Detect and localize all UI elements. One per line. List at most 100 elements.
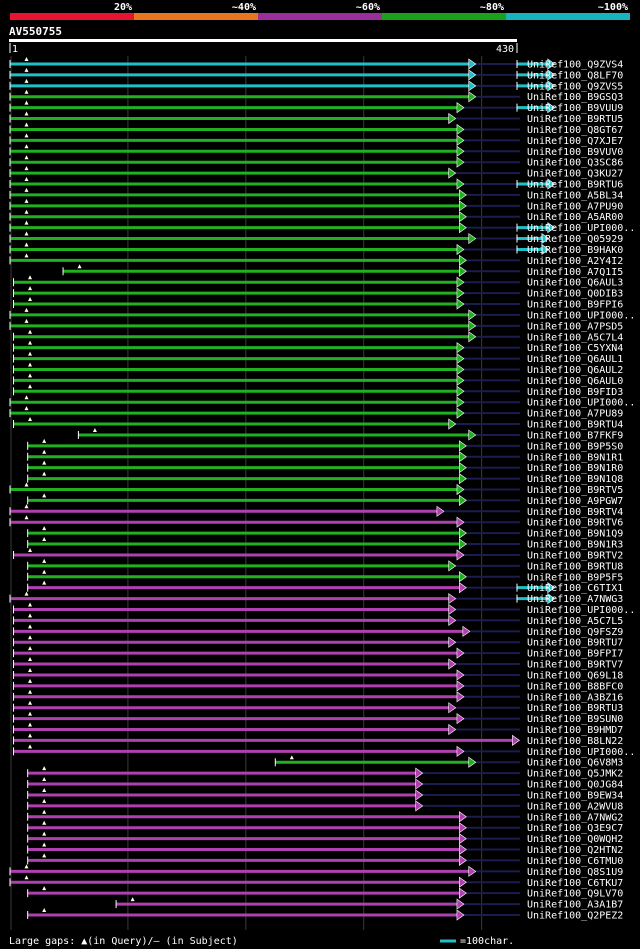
- hit-row[interactable]: UniRef100_A5AR00: [9, 209, 623, 224]
- hit-row[interactable]: UniRef100_Q9LV70: [27, 886, 624, 900]
- hit-row[interactable]: UniRef100_B9RTV6: [9, 515, 623, 529]
- hit-label[interactable]: UniRef100_B9HAK0: [527, 245, 623, 256]
- hit-label[interactable]: UniRef100_A7PU89: [527, 409, 623, 420]
- hit-row[interactable]: UniRef100_B9N1R3: [27, 537, 624, 551]
- hit-row[interactable]: UniRef100_A7NWG3: [9, 591, 623, 606]
- hit-row[interactable]: UniRef100_B9RTU3: [13, 700, 624, 715]
- hit-row[interactable]: UniRef100_UPI000..: [9, 220, 635, 235]
- hit-label[interactable]: UniRef100_B9VUU9: [527, 103, 623, 114]
- hit-row[interactable]: UniRef100_C5YXN4: [13, 340, 624, 355]
- hit-label[interactable]: UniRef100_UPI000..: [527, 605, 635, 616]
- hit-label[interactable]: UniRef100_B9N1R1: [527, 452, 623, 463]
- hit-row[interactable]: UniRef100_Q7XJE7: [9, 133, 623, 147]
- hit-label[interactable]: UniRef100_B9RTV6: [527, 518, 623, 529]
- hit-row[interactable]: UniRef100_Q6AUL0: [13, 373, 624, 387]
- hit-label[interactable]: UniRef100_A9PGW7: [527, 496, 623, 507]
- hit-label[interactable]: UniRef100_Q0WQH2: [527, 834, 623, 845]
- hit-label[interactable]: UniRef100_UPI000..: [527, 398, 635, 409]
- hit-row[interactable]: UniRef100_B9P5F5: [27, 569, 624, 584]
- hit-label[interactable]: UniRef100_B9N1R0: [527, 463, 623, 474]
- hit-label[interactable]: UniRef100_UPI000..: [527, 310, 635, 321]
- hit-row[interactable]: UniRef100_Q9ZVS4: [9, 57, 623, 71]
- hit-row[interactable]: UniRef100_B9RTU6: [9, 177, 623, 191]
- hit-row[interactable]: UniRef100_UPI000..: [9, 307, 635, 322]
- hit-row[interactable]: UniRef100_B9HAK0: [9, 242, 623, 256]
- hit-label[interactable]: UniRef100_B9RTU8: [527, 561, 623, 572]
- hit-label[interactable]: UniRef100_B9FPI6: [527, 300, 623, 311]
- hit-label[interactable]: UniRef100_B9RTV2: [527, 550, 623, 561]
- hit-row[interactable]: UniRef100_B9VUU9: [9, 100, 623, 115]
- hit-label[interactable]: UniRef100_Q5JMK2: [527, 769, 623, 780]
- hit-label[interactable]: UniRef100_Q6AUL1: [527, 354, 623, 365]
- hit-label[interactable]: UniRef100_Q9ZVS5: [527, 81, 623, 92]
- hit-label[interactable]: UniRef100_B9RTU3: [527, 703, 623, 714]
- hit-row[interactable]: UniRef100_B8LN22: [13, 733, 624, 747]
- hit-row[interactable]: UniRef100_B9RTV2: [13, 547, 624, 562]
- hit-row[interactable]: UniRef100_Q0JG84: [27, 777, 624, 791]
- hit-row[interactable]: UniRef100_A5BL34: [9, 187, 623, 202]
- hit-label[interactable]: UniRef100_B9FPI7: [527, 649, 623, 660]
- hit-label[interactable]: UniRef100_B9N1R3: [527, 540, 623, 551]
- hit-label[interactable]: UniRef100_B9RTV7: [527, 660, 623, 671]
- hit-label[interactable]: UniRef100_A5AR00: [527, 212, 623, 223]
- hit-label[interactable]: UniRef100_B7FKF9: [527, 430, 623, 441]
- hit-row[interactable]: UniRef100_C6TKU7: [9, 875, 623, 889]
- hit-row[interactable]: UniRef100_A9PGW7: [27, 493, 624, 507]
- hit-label[interactable]: UniRef100_B9RTV5: [527, 485, 623, 496]
- hit-label[interactable]: UniRef100_C6TIX1: [527, 583, 623, 594]
- hit-label[interactable]: UniRef100_B9RTU4: [527, 420, 623, 431]
- hit-row[interactable]: UniRef100_A7Q1I5: [62, 264, 623, 278]
- hit-row[interactable]: UniRef100_B9HMD7: [13, 722, 624, 737]
- hit-label[interactable]: UniRef100_A5C7L4: [527, 332, 623, 343]
- hit-label[interactable]: UniRef100_B9P5F5: [527, 572, 623, 583]
- hit-row[interactable]: UniRef100_Q6V8M3: [274, 755, 623, 769]
- hit-label[interactable]: UniRef100_B9P5S0: [527, 441, 623, 452]
- hit-label[interactable]: UniRef100_Q3KU27: [527, 169, 623, 180]
- hit-row[interactable]: UniRef100_Q9FSZ9: [13, 624, 624, 638]
- hit-label[interactable]: UniRef100_Q9LV70: [527, 889, 623, 900]
- hit-row[interactable]: UniRef100_B7FKF9: [77, 427, 623, 442]
- hit-row[interactable]: UniRef100_Q3SC86: [9, 155, 623, 169]
- hit-row[interactable]: UniRef100_C6TIX1: [27, 580, 624, 595]
- hit-row[interactable]: UniRef100_B9RTV5: [9, 482, 623, 496]
- hit-row[interactable]: UniRef100_Q0DIB3: [13, 286, 624, 300]
- hit-row[interactable]: UniRef100_A3BZ16: [13, 689, 624, 704]
- hit-row[interactable]: UniRef100_Q6AUL1: [13, 351, 624, 366]
- hit-label[interactable]: UniRef100_A7NWG2: [527, 812, 623, 823]
- hit-row[interactable]: UniRef100_B9SUN0: [13, 711, 624, 726]
- hit-row[interactable]: UniRef100_Q3KU27: [9, 166, 623, 180]
- hit-label[interactable]: UniRef100_Q0DIB3: [527, 289, 623, 300]
- hit-label[interactable]: UniRef100_B9EW34: [527, 790, 623, 801]
- hit-row[interactable]: UniRef100_B9FPI6: [13, 297, 624, 311]
- hit-label[interactable]: UniRef100_B9FID3: [527, 387, 623, 398]
- hit-row[interactable]: UniRef100_A7NWG2: [27, 809, 624, 824]
- hit-row[interactable]: UniRef100_Q2PEZ2: [27, 907, 624, 922]
- hit-row[interactable]: UniRef100_UPI000..: [9, 395, 635, 409]
- hit-label[interactable]: UniRef100_A3A1B7: [527, 900, 623, 911]
- hit-label[interactable]: UniRef100_B9GSQ3: [527, 92, 623, 103]
- hit-row[interactable]: UniRef100_UPI000..: [13, 744, 636, 758]
- hit-row[interactable]: UniRef100_Q6AUL2: [13, 362, 624, 376]
- hit-label[interactable]: UniRef100_Q05929: [527, 234, 623, 245]
- hit-label[interactable]: UniRef100_Q69L18: [527, 670, 623, 681]
- hit-label[interactable]: UniRef100_Q8LF70: [527, 70, 623, 81]
- hit-label[interactable]: UniRef100_A2Y4I2: [527, 256, 623, 267]
- hit-row[interactable]: UniRef100_Q9ZVS5: [9, 78, 623, 93]
- hit-row[interactable]: UniRef100_A7PU90: [9, 198, 623, 213]
- hit-row[interactable]: UniRef100_B9RTV7: [13, 657, 624, 671]
- hit-row[interactable]: UniRef100_B9N1Q8: [27, 471, 624, 486]
- hit-row[interactable]: UniRef100_B9FID3: [13, 384, 624, 398]
- hit-row[interactable]: UniRef100_B9P5S0: [27, 438, 624, 453]
- hit-row[interactable]: UniRef100_UPI000..: [13, 602, 636, 617]
- hit-row[interactable]: UniRef100_A7PSD5: [9, 318, 623, 333]
- hit-label[interactable]: UniRef100_Q2PEZ2: [527, 910, 623, 921]
- hit-label[interactable]: UniRef100_B9HMD7: [527, 725, 623, 736]
- hit-row[interactable]: UniRef100_A2WVU8: [27, 798, 624, 813]
- hit-row[interactable]: UniRef100_B9GSQ3: [9, 89, 623, 104]
- hit-label[interactable]: UniRef100_B9SUN0: [527, 714, 623, 725]
- hit-row[interactable]: UniRef100_Q05929: [9, 231, 623, 246]
- hit-label[interactable]: UniRef100_A3BZ16: [527, 692, 623, 703]
- hit-label[interactable]: UniRef100_Q6AUL3: [527, 278, 623, 289]
- hit-row[interactable]: UniRef100_B9RTU5: [9, 111, 623, 126]
- hit-row[interactable]: UniRef100_Q69L18: [13, 667, 624, 682]
